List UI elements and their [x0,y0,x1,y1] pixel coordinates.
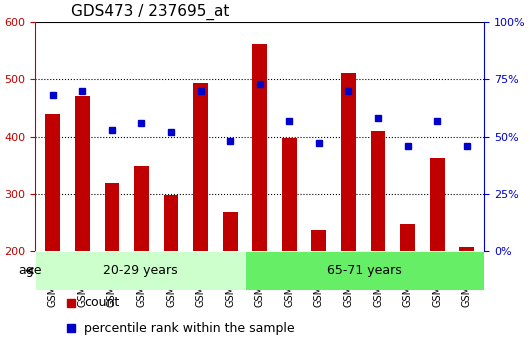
Bar [46,114,60,252]
Bar [341,73,356,252]
Bar [312,230,326,252]
Bar [252,43,267,252]
Bar [223,213,237,252]
Text: age: age [19,264,42,277]
Bar [75,96,90,252]
Bar [164,195,179,252]
Bar [400,225,415,252]
Text: GDS473 / 237695_at: GDS473 / 237695_at [71,4,229,20]
Bar [430,158,445,252]
Bar [370,131,385,252]
Bar [460,247,474,252]
FancyBboxPatch shape [245,252,484,290]
Bar [193,83,208,252]
Bar [134,167,149,252]
Text: 65-71 years: 65-71 years [327,264,402,277]
FancyBboxPatch shape [35,252,245,290]
Bar [282,138,297,252]
Text: percentile rank within the sample: percentile rank within the sample [84,322,295,335]
Text: count: count [84,296,120,309]
Text: 20-29 years: 20-29 years [103,264,177,277]
Bar [104,183,119,252]
